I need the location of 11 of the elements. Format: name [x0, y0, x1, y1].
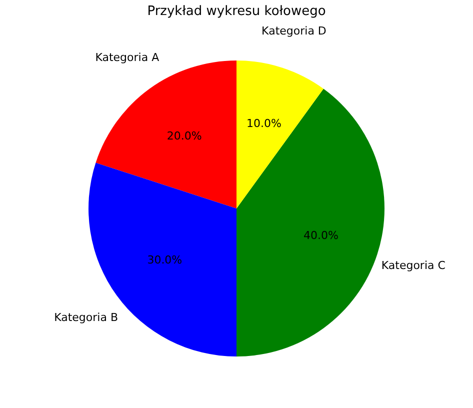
pie-slice — [236, 88, 384, 356]
pie-slice — [236, 60, 324, 208]
chart-title: Przykład wykresu kołowego — [147, 4, 326, 19]
slice-label: Kategoria C — [381, 258, 446, 272]
data-label: 10.0% — [246, 117, 282, 130]
slice-label: Kategoria B — [54, 310, 118, 324]
data-label: 40.0% — [303, 228, 338, 242]
slice-label: Kategoria D — [262, 24, 326, 38]
data-label: 20.0% — [166, 130, 202, 143]
data-label: 30.0% — [147, 254, 182, 267]
slice-label: Kategoria A — [95, 51, 160, 64]
